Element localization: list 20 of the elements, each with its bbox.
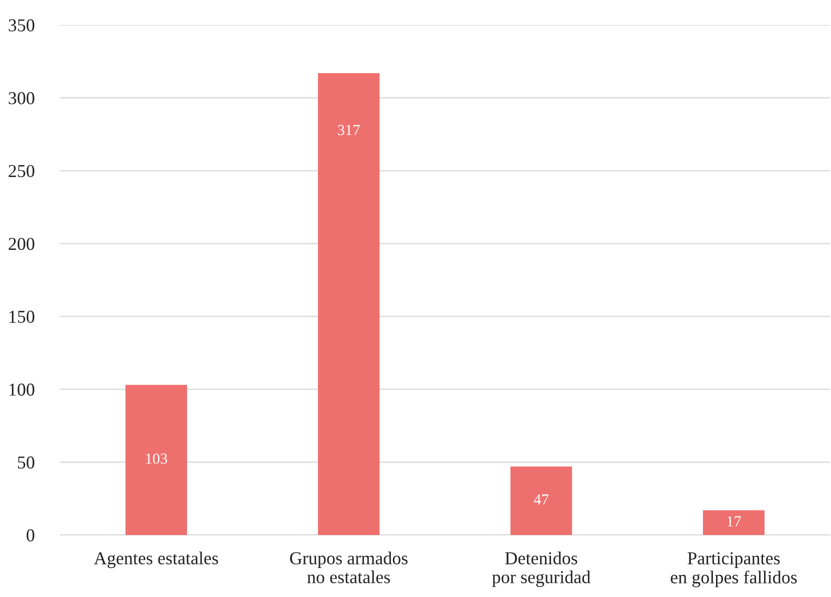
x-tick-label: Participantes en golpes fallidos bbox=[670, 552, 797, 588]
y-tick-label: 0 bbox=[26, 529, 34, 542]
y-tick-label: 300 bbox=[8, 92, 34, 104]
y-tick-label: 100 bbox=[10, 384, 34, 396]
x-tick-label: Grupos armados no estatales bbox=[290, 552, 408, 584]
bar bbox=[510, 466, 572, 535]
y-tick-label: 50 bbox=[18, 456, 34, 469]
y-tick-label: 200 bbox=[8, 238, 34, 250]
y-tick-label: 150 bbox=[10, 310, 34, 323]
x-tick-label: Detenidos por seguridad bbox=[492, 552, 590, 587]
data-label: 103 bbox=[146, 453, 168, 464]
bar bbox=[125, 384, 188, 535]
data-label: 47 bbox=[534, 494, 548, 504]
bar bbox=[702, 510, 765, 535]
bar bbox=[318, 73, 380, 535]
data-label: 317 bbox=[338, 124, 360, 136]
data-label: 17 bbox=[727, 516, 741, 526]
y-tick-label: 350 bbox=[8, 19, 34, 32]
y-tick-label: 250 bbox=[8, 164, 34, 178]
x-tick-label: Agentes estatales bbox=[94, 552, 218, 568]
